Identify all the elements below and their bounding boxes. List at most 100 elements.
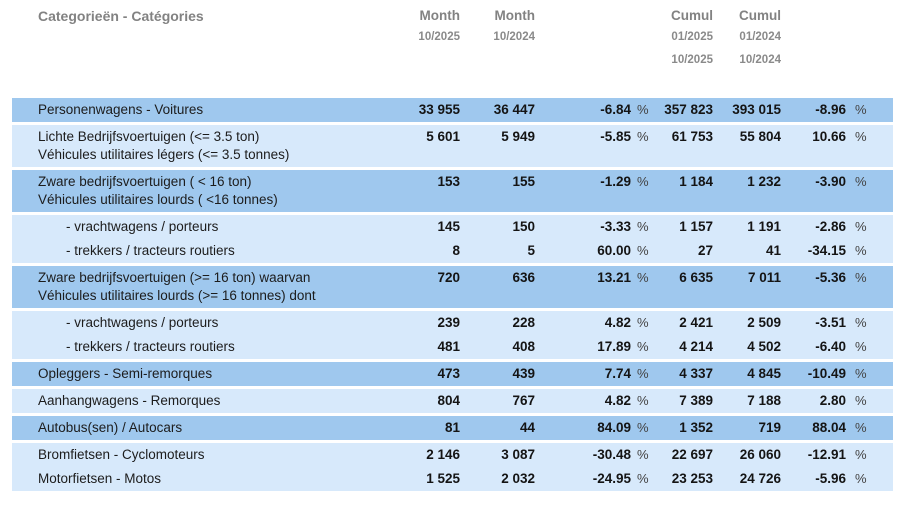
- cumul-pct-value: -6.40: [815, 339, 846, 354]
- cumul-current-value: 61 753: [671, 129, 713, 144]
- cumul-previous-value: 4 502: [747, 339, 781, 354]
- percent-sign: %: [855, 471, 867, 486]
- percent-sign: %: [637, 447, 649, 462]
- cumul-pct-value: 10.66: [812, 129, 846, 144]
- cumul-previous-value: 393 015: [732, 102, 781, 117]
- cumul-pct-value: -10.49: [807, 366, 846, 381]
- cumul-current-value: 27: [697, 243, 713, 258]
- percent-sign: %: [637, 420, 649, 435]
- month-pct-value: -3.33: [600, 219, 631, 234]
- cumul-previous-value: 1 232: [747, 174, 781, 189]
- month-pct-value: 13.21: [597, 270, 631, 285]
- month-current-value: 720: [437, 270, 460, 285]
- cumul-pct-value: -5.96: [815, 471, 846, 486]
- month-pct-value: -24.95: [592, 471, 631, 486]
- cumul-pct-value: -5.36: [815, 270, 846, 285]
- percent-sign: %: [855, 339, 867, 354]
- month-current-value: 481: [437, 339, 460, 354]
- category-column-header: Categorieën - Catégories: [12, 6, 372, 26]
- month-current-title: Month: [419, 8, 460, 23]
- percent-sign: %: [637, 219, 649, 234]
- cumul-current-title: Cumul: [671, 8, 713, 23]
- month-previous-value: 228: [512, 315, 535, 330]
- cumul-previous-value: 41: [765, 243, 781, 258]
- month-pct-value: -5.85: [600, 129, 631, 144]
- percent-sign: %: [637, 366, 649, 381]
- month-previous-value: 155: [512, 174, 535, 189]
- category-label: Autobus(sen) / Autocars: [38, 420, 183, 435]
- table-row: Personenwagens - Voitures 33 955 36 447 …: [12, 98, 893, 122]
- cumul-current-date-from: 01/2025: [671, 31, 713, 43]
- month-current-value: 145: [437, 219, 460, 234]
- percent-sign: %: [855, 219, 867, 234]
- table-row: - trekkers / tracteurs routiers 8 5 60.0…: [12, 239, 893, 263]
- percent-sign: %: [637, 339, 649, 354]
- percent-sign: %: [855, 102, 867, 117]
- cumul-previous-value: 1 191: [747, 219, 781, 234]
- percent-sign: %: [637, 174, 649, 189]
- cumul-current-value: 6 635: [679, 270, 713, 285]
- cumul-previous-date-from: 01/2024: [739, 31, 781, 43]
- cumul-previous-value: 24 726: [739, 471, 781, 486]
- category-label: Personenwagens - Voitures: [38, 102, 204, 117]
- month-pct-value: -30.48: [592, 447, 631, 462]
- percent-sign: %: [637, 102, 649, 117]
- cumul-pct-value: -8.96: [815, 102, 846, 117]
- category-label: - trekkers / tracteurs routiers: [66, 243, 235, 258]
- registration-table: Categorieën - Catégories Month 10/2025 M…: [12, 0, 893, 494]
- cumul-previous-value: 26 060: [739, 447, 781, 462]
- cumul-previous-value: 55 804: [739, 129, 781, 144]
- cumul-previous-value: 4 845: [747, 366, 781, 381]
- percent-sign: %: [855, 447, 867, 462]
- percent-sign: %: [855, 174, 867, 189]
- cumul-pct-value: -34.15: [807, 243, 846, 258]
- category-label: Zware bedrijfsvoertuigen ( < 16 ton) Véhi…: [38, 174, 278, 207]
- cumul-previous-value: 7 188: [747, 393, 781, 408]
- cumul-current-value: 2 421: [679, 315, 713, 330]
- month-current-value: 5 601: [426, 129, 460, 144]
- cumul-current-value: 4 337: [679, 366, 713, 381]
- percent-sign: %: [637, 393, 649, 408]
- cumul-current-value: 1 352: [679, 420, 713, 435]
- category-label: Opleggers - Semi-remorques: [38, 366, 213, 381]
- category-label: Bromfietsen - Cyclomoteurs: [38, 447, 205, 462]
- percent-sign: %: [855, 366, 867, 381]
- month-previous-date: 10/2024: [493, 31, 535, 43]
- month-pct-value: 7.74: [604, 366, 631, 381]
- table-row: Autobus(sen) / Autocars 81 44 84.09 % 1 …: [12, 416, 893, 440]
- cumul-current-value: 23 253: [671, 471, 713, 486]
- month-previous-value: 439: [512, 366, 535, 381]
- month-previous-value: 44: [519, 420, 535, 435]
- cumul-previous-value: 7 011: [747, 270, 781, 285]
- percent-sign: %: [855, 243, 867, 258]
- table-row: Opleggers - Semi-remorques 473 439 7.74 …: [12, 362, 893, 386]
- table-row: Lichte Bedrijfsvoertuigen (<= 3.5 ton) Vé…: [12, 125, 893, 167]
- cumul-previous-value: 719: [758, 420, 781, 435]
- table-rows: Personenwagens - Voitures 33 955 36 447 …: [12, 98, 893, 491]
- cumul-pct-value: -2.86: [815, 219, 846, 234]
- month-pct-value: 4.82: [604, 393, 631, 408]
- cumul-pct-value: -3.51: [815, 315, 846, 330]
- month-pct-value: 84.09: [597, 420, 631, 435]
- cumul-current-value: 357 823: [664, 102, 713, 117]
- cumul-current-value: 1 157: [679, 219, 713, 234]
- month-current-value: 81: [444, 420, 460, 435]
- month-current-date: 10/2025: [418, 31, 460, 43]
- table-row: Zware bedrijfsvoertuigen ( < 16 ton) Véhi…: [12, 170, 893, 212]
- month-current-value: 8: [452, 243, 460, 258]
- table-row: - trekkers / tracteurs routiers 481 408 …: [12, 335, 893, 359]
- cumul-pct-value: -3.90: [815, 174, 846, 189]
- cumul-pct-value: 2.80: [819, 393, 846, 408]
- month-current-value: 473: [437, 366, 460, 381]
- percent-sign: %: [637, 270, 649, 285]
- month-previous-value: 5: [527, 243, 535, 258]
- cumul-current-date-to: 10/2025: [671, 54, 713, 66]
- cumul-current-value: 4 214: [679, 339, 713, 354]
- month-current-value: 33 955: [418, 102, 460, 117]
- category-label: Lichte Bedrijfsvoertuigen (<= 3.5 ton) Vé…: [38, 129, 290, 162]
- month-previous-value: 150: [512, 219, 535, 234]
- month-pct-value: -1.29: [600, 174, 631, 189]
- month-pct-value: 4.82: [604, 315, 631, 330]
- cumul-previous-column-header: Cumul 01/2024 10/2024: [713, 6, 781, 72]
